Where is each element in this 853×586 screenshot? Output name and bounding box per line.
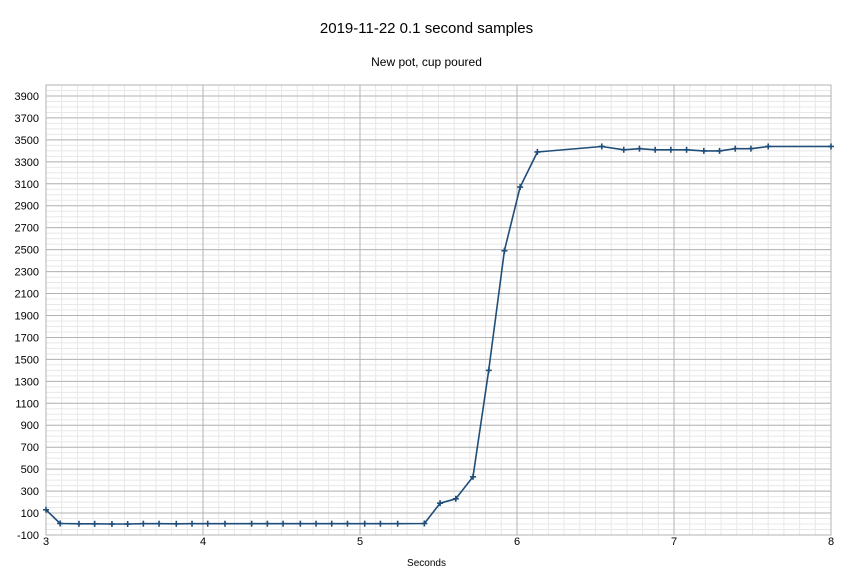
x-tick-label: 8 (828, 536, 834, 548)
y-tick-label: 1300 (15, 376, 39, 388)
data-point-marker (747, 145, 754, 152)
data-point-marker (470, 473, 477, 480)
y-axis-ticks: -100 100 300 500 700 900 1100 1300 1500 1700 1900 2… (15, 91, 39, 542)
x-tick-label: 7 (671, 536, 677, 548)
y-tick-label: 1900 (15, 310, 39, 322)
y-tick-label: 1500 (15, 354, 39, 366)
y-tick-label: 1700 (15, 332, 39, 344)
y-tick-label: 100 (21, 508, 39, 520)
data-point-marker (517, 184, 524, 191)
data-point-marker (652, 146, 659, 153)
x-tick-label: 6 (514, 536, 520, 548)
data-point-marker (394, 520, 401, 527)
data-point-marker (485, 367, 492, 374)
data-point-marker (189, 520, 196, 527)
plot-frame (45, 84, 832, 536)
data-point-marker (140, 520, 147, 527)
chart-subtitle: New pot, cup poured (371, 55, 482, 69)
data-point-marker (328, 520, 335, 527)
data-point-marker (437, 500, 444, 507)
data-point-marker (204, 520, 211, 527)
y-tick-label: 2500 (15, 245, 39, 257)
data-point-marker (264, 520, 271, 527)
x-axis-label: Seconds (407, 558, 446, 569)
data-point-marker (57, 520, 64, 527)
data-point-marker (667, 146, 674, 153)
series-layer (43, 143, 834, 528)
data-point-marker (765, 143, 772, 150)
data-point-marker (344, 520, 351, 527)
x-tick-label: 4 (200, 536, 206, 548)
data-point-marker (124, 521, 131, 528)
data-point-marker (421, 520, 428, 527)
data-point-marker (221, 520, 228, 527)
data-point-marker (716, 147, 723, 154)
data-point-marker (501, 247, 508, 254)
data-point-marker (108, 521, 115, 528)
y-tick-label: 1100 (15, 398, 39, 410)
x-tick-label: 3 (43, 536, 49, 548)
data-point-marker (534, 148, 541, 155)
data-point-marker (636, 145, 643, 152)
y-tick-label: 300 (21, 486, 39, 498)
data-point-marker (75, 520, 82, 527)
data-point-marker (156, 520, 163, 527)
data-point-marker (313, 520, 320, 527)
chart-title: 2019-11-22 0.1 second samples (319, 20, 534, 37)
data-point-marker (173, 520, 180, 527)
data-point-marker (297, 520, 304, 527)
data-point-marker (280, 520, 287, 527)
minor-gridlines (45, 84, 832, 536)
y-tick-label: 700 (21, 442, 39, 454)
data-point-marker (452, 495, 459, 502)
y-tick-label: 2700 (15, 223, 39, 235)
data-point-marker (91, 520, 98, 527)
y-tick-label: 3300 (15, 157, 39, 169)
x-axis-ticks: 3 4 5 6 7 8 (43, 536, 834, 548)
data-point-marker (248, 520, 255, 527)
y-tick-label: 2300 (15, 267, 39, 279)
y-tick-label: 2900 (15, 201, 39, 213)
y-tick-label: 3100 (15, 179, 39, 191)
data-point-marker (43, 506, 49, 513)
data-point-marker (683, 146, 690, 153)
data-point-marker (732, 145, 739, 152)
data-point-marker (361, 520, 368, 527)
y-tick-label: 2100 (15, 289, 39, 301)
y-tick-label: 900 (21, 420, 39, 432)
y-tick-label: 3900 (15, 91, 39, 103)
x-tick-label: 5 (357, 536, 363, 548)
data-point-marker (377, 520, 384, 527)
y-tick-label: -100 (17, 530, 39, 542)
y-tick-label: 3700 (15, 113, 39, 125)
data-point-marker (598, 143, 605, 150)
y-tick-label: 3500 (15, 135, 39, 147)
data-point-marker (700, 147, 707, 154)
data-point-marker (620, 146, 627, 153)
data-point-marker (828, 143, 834, 150)
y-tick-label: 500 (21, 464, 39, 476)
